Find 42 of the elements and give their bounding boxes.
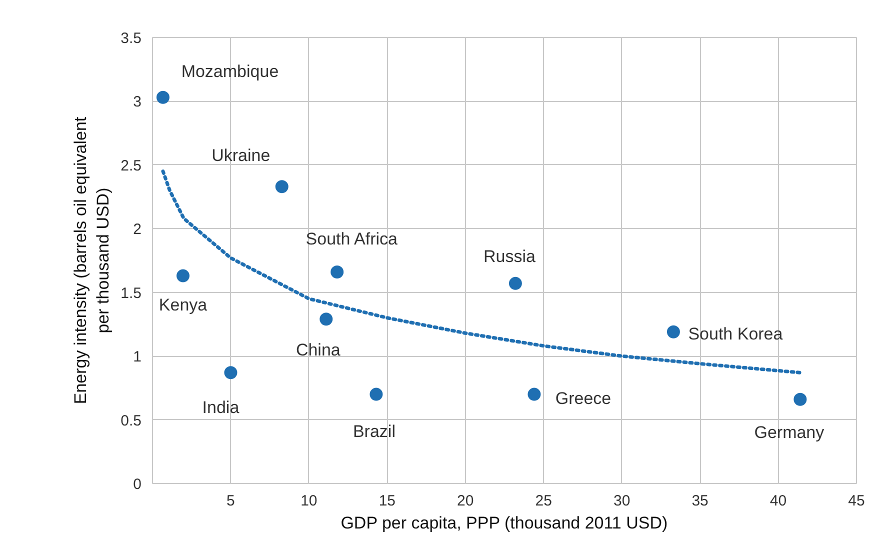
- point: [320, 312, 333, 326]
- point: [224, 366, 238, 380]
- y-tick-label: 3: [133, 94, 142, 111]
- point: [275, 180, 288, 194]
- x-tick-label: 5: [226, 492, 235, 510]
- x-tick-label: 20: [457, 492, 474, 510]
- point: [508, 276, 522, 290]
- point: [528, 388, 541, 401]
- x-tick-label: 10: [300, 492, 318, 510]
- x-tick-label: 35: [692, 492, 708, 510]
- point: [794, 392, 807, 406]
- x-tick-label: 45: [848, 492, 865, 510]
- x-tick-label: 25: [535, 492, 552, 510]
- y-tick-label: 3.5: [120, 30, 142, 47]
- y-tick-label: 0.5: [120, 412, 142, 430]
- y-axis-title: Energy intensity (barrels oil equivalent per thousand USD): [70, 116, 113, 404]
- line-series: [161, 170, 802, 374]
- annotation: South Africa: [306, 229, 398, 248]
- point: [370, 388, 383, 401]
- annotation: South Korea: [688, 324, 784, 344]
- x-tick-label: 15: [378, 492, 396, 510]
- x-axis-title: GDP per capita, PPP (thousand 2011 USD): [340, 514, 668, 532]
- annotation: India: [202, 398, 240, 418]
- point: [666, 325, 680, 338]
- y-tick-label: 2: [133, 221, 142, 238]
- annotation: Kenya: [158, 295, 208, 314]
- annotation: Greece: [555, 388, 612, 408]
- x-tick-label: 30: [613, 492, 630, 510]
- y-tick-label: 1: [133, 348, 142, 366]
- y-tick-label: 2.5: [120, 157, 142, 174]
- annotation: Mozambique: [181, 62, 279, 81]
- annotation: Germany: [754, 422, 825, 442]
- annotation: Ukraine: [212, 146, 270, 166]
- point: [156, 90, 170, 104]
- y-tick-label: 1.5: [120, 284, 142, 302]
- annotation: Russia: [483, 246, 536, 266]
- point: [330, 265, 344, 278]
- x-tick-label: 40: [770, 492, 787, 510]
- annotation: Brazil: [352, 422, 396, 441]
- y-tick-label: 0: [133, 476, 142, 493]
- annotation: China: [296, 340, 341, 360]
- point: [176, 269, 190, 282]
